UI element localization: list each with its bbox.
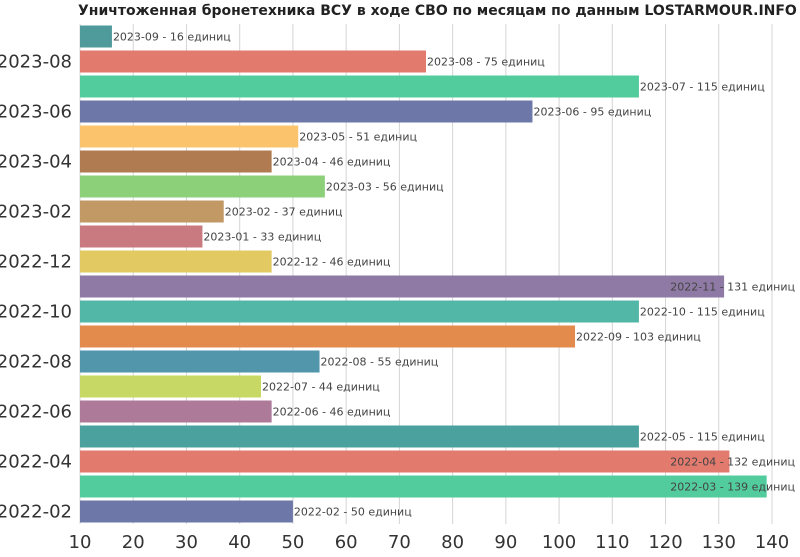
bar-2023-07: [80, 75, 639, 98]
bar-2022-10: [80, 300, 639, 323]
x-tick-label: 80: [441, 532, 464, 553]
bar-2022-11: [80, 275, 725, 298]
data-label-2023-06: 2023-06 - 95 единиц: [533, 106, 651, 119]
y-axis-ticks: 2023-08 2023-06 2023-04 2023-02 2022-12 2022-…: [0, 52, 72, 523]
y-tick-label: 2023-08: [0, 52, 72, 73]
data-label-2023-05: 2023-05 - 51 единиц: [299, 131, 417, 144]
x-axis-ticks: 10 20 30 40 50 60 70 80 90 100 110 120 130 140: [69, 532, 790, 553]
data-label-2022-03: 2022-03 - 139 единиц: [670, 481, 795, 494]
bar-2022-06: [80, 400, 272, 423]
bar-2022-04: [80, 450, 730, 473]
bar-2023-08: [80, 50, 426, 73]
x-tick-label: 70: [388, 532, 411, 553]
data-label-2023-02: 2023-02 - 37 единиц: [225, 206, 343, 219]
x-tick-label: 60: [335, 532, 358, 553]
data-labels: 2023-09 - 16 единиц 2023-08 - 75 единиц 20…: [113, 31, 795, 519]
bar-2022-03: [80, 475, 767, 498]
chart-title: Уничтоженная бронетехника ВСУ в ходе СВО…: [78, 3, 797, 19]
x-tick-label: 100: [542, 532, 576, 553]
bar-2023-06: [80, 100, 533, 123]
bar-2023-09: [80, 25, 112, 48]
bar-2023-03: [80, 175, 325, 198]
y-tick-label: 2023-06: [0, 102, 72, 123]
data-label-2022-09: 2022-09 - 103 единиц: [576, 331, 701, 344]
data-label-2022-11: 2022-11 - 131 единиц: [670, 281, 795, 294]
bar-2022-02: [80, 500, 293, 523]
bar-2022-05: [80, 425, 639, 448]
data-label-2023-03: 2023-03 - 56 единиц: [326, 181, 444, 194]
grid-lines: [79, 24, 773, 524]
bars: [80, 25, 767, 523]
bar-2022-09: [80, 325, 576, 348]
y-tick-label: 2022-02: [0, 502, 72, 523]
y-tick-label: 2023-02: [0, 202, 72, 223]
data-label-2022-08: 2022-08 - 55 единиц: [321, 356, 439, 369]
data-label-2022-04: 2022-04 - 132 единиц: [670, 456, 795, 469]
data-label-2023-07: 2023-07 - 115 единиц: [640, 81, 765, 94]
x-tick-label: 130: [702, 532, 736, 553]
bar-2023-02: [80, 200, 224, 223]
y-tick-label: 2022-08: [0, 352, 72, 373]
x-tick-label: 120: [648, 532, 682, 553]
data-label-2023-01: 2023-01 - 33 единиц: [203, 231, 321, 244]
data-label-2023-04: 2023-04 - 46 единиц: [273, 156, 391, 169]
bar-2022-12: [80, 250, 272, 273]
y-tick-label: 2022-04: [0, 452, 72, 473]
data-label-2022-02: 2022-02 - 50 единиц: [294, 506, 412, 519]
bar-2023-04: [80, 150, 272, 173]
data-label-2022-12: 2022-12 - 46 единиц: [273, 256, 391, 269]
bar-2022-07: [80, 375, 261, 398]
y-tick-label: 2022-12: [0, 252, 72, 273]
data-label-2022-05: 2022-05 - 115 единиц: [640, 431, 765, 444]
x-tick-label: 50: [281, 532, 304, 553]
data-label-2023-08: 2023-08 - 75 единиц: [427, 56, 545, 69]
x-tick-label: 10: [69, 532, 92, 553]
y-tick-label: 2023-04: [0, 152, 72, 173]
x-tick-label: 30: [175, 532, 198, 553]
data-label-2022-07: 2022-07 - 44 единиц: [262, 381, 380, 394]
bar-2023-05: [80, 125, 299, 148]
x-tick-label: 110: [595, 532, 629, 553]
data-label-2022-10: 2022-10 - 115 единиц: [640, 306, 765, 319]
bar-2022-08: [80, 350, 320, 373]
x-tick-label: 140: [755, 532, 789, 553]
x-tick-label: 20: [122, 532, 145, 553]
y-tick-label: 2022-10: [0, 302, 72, 323]
y-tick-label: 2022-06: [0, 402, 72, 423]
x-tick-label: 40: [228, 532, 251, 553]
bar-2023-01: [80, 225, 203, 248]
data-label-2023-09: 2023-09 - 16 единиц: [113, 31, 231, 44]
x-tick-label: 90: [494, 532, 517, 553]
data-label-2022-06: 2022-06 - 46 единиц: [273, 406, 391, 419]
